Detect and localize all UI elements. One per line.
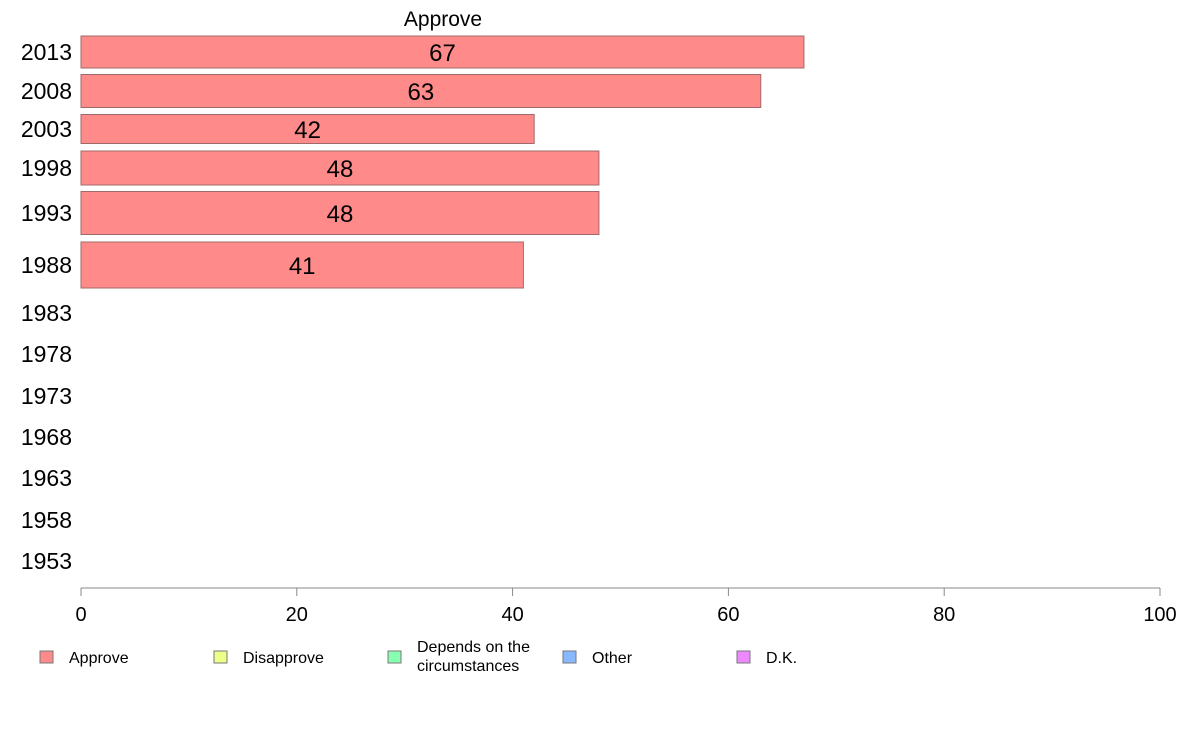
bar-1988 (80, 241, 524, 289)
data-label-1998: 48 (327, 156, 354, 183)
x-tick-label-20: 20 (286, 604, 308, 626)
y-tick-label-2013: 2013 (21, 39, 72, 65)
y-tick-label-1983: 1983 (21, 300, 72, 326)
bar-1993 (80, 191, 600, 235)
y-tick-label-1973: 1973 (21, 383, 72, 409)
x-tick-label-40: 40 (501, 604, 523, 626)
x-tick-label-80: 80 (933, 604, 955, 626)
legend-swatch-other (562, 650, 577, 664)
y-tick-label-2008: 2008 (21, 78, 72, 104)
x-tick-label-0: 0 (75, 604, 86, 626)
legend-label-disapprove: Disapprove (243, 650, 324, 667)
legend-swatch-d-k (736, 650, 751, 664)
y-tick-label-1958: 1958 (21, 507, 72, 533)
bar-1998 (80, 150, 600, 186)
y-axis-labels: 2013 2008 2003 1998 1993 1988 1983 1978 1973 1968… (21, 39, 72, 574)
data-label-2008: 63 (408, 79, 435, 106)
legend-label-approve: Approve (69, 650, 129, 667)
y-tick-label-1998: 1998 (21, 155, 72, 181)
y-tick-label-2003: 2003 (21, 116, 72, 142)
x-tick-label-100: 100 (1143, 604, 1176, 626)
y-tick-label-1993: 1993 (21, 200, 72, 226)
bar-2013 (80, 35, 805, 69)
y-tick-label-1968: 1968 (21, 424, 72, 450)
data-label-2013: 67 (429, 40, 456, 67)
legend: Approve Disapprove Depends on the circumsta… (39, 639, 797, 675)
bar-2008 (80, 74, 762, 108)
legend-swatch-approve (39, 650, 54, 664)
x-tick-label-60: 60 (717, 604, 739, 626)
x-axis: 0 20 40 60 80 100 (75, 587, 1177, 626)
y-tick-label-1988: 1988 (21, 252, 72, 278)
y-tick-label-1978: 1978 (21, 341, 72, 367)
legend-swatch-depends-on-the-circumstances (387, 650, 402, 664)
y-tick-label-1963: 1963 (21, 465, 72, 491)
legend-label-depends-on-the-circumstances: Depends on the circumstances (417, 639, 530, 675)
legend-label-d-k: D.K. (766, 650, 797, 667)
data-label-2003: 42 (294, 117, 321, 144)
data-label-1988: 41 (289, 253, 316, 280)
legend-swatch-disapprove (213, 650, 228, 664)
data-label-1993: 48 (327, 201, 354, 228)
y-tick-label-1953: 1953 (21, 548, 72, 574)
chart-title: Approve (404, 8, 482, 31)
bar-2003 (80, 114, 535, 144)
legend-label-other: Other (592, 650, 633, 667)
